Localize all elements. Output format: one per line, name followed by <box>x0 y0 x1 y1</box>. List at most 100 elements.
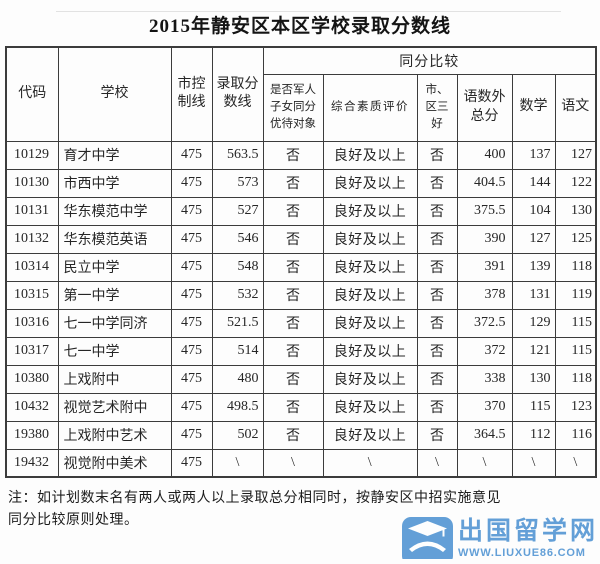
cell-city-control-line: 475 <box>170 140 213 170</box>
cell-chinese: 115 <box>554 308 597 338</box>
cell-sanhao: 否 <box>416 168 458 198</box>
cell-math: 112 <box>511 420 556 450</box>
cell-admission-line: 532 <box>211 280 264 310</box>
header-military-child: 是否军人子女同分优待对象 <box>262 73 324 142</box>
cell-admission-line: 498.5 <box>211 392 264 422</box>
cell-military-child: 否 <box>262 364 324 394</box>
cell-city-control-line: 475 <box>170 364 213 394</box>
cell-school: 华东模范英语 <box>57 224 172 254</box>
cell-code: 10129 <box>5 140 59 170</box>
cell-total-score: 391 <box>456 252 513 282</box>
cell-quality-eval: 良好及以上 <box>322 280 418 310</box>
cell-chinese: \ <box>554 448 597 478</box>
cell-chinese: 115 <box>554 336 597 366</box>
cell-military-child: 否 <box>262 280 324 310</box>
cell-total-score: 364.5 <box>456 420 513 450</box>
cell-city-control-line: 475 <box>170 308 213 338</box>
table-row: 10432 视觉艺术附中 475 498.5 否 良好及以上 否 370 115… <box>5 392 597 422</box>
cell-code: 19432 <box>5 448 59 478</box>
score-table: 代码 学校 市控制线 录取分数线 同分比较 是否军人子女同分优待对象 综合素质评… <box>5 46 598 478</box>
cell-city-control-line: 475 <box>170 336 213 366</box>
header-city-district-sanhao: 市、区三好 <box>416 73 458 142</box>
watermark-text: 出国留学网 WWW.LIUXUE86.COM <box>458 519 598 560</box>
cell-sanhao: 否 <box>416 420 458 450</box>
cell-quality-eval: 良好及以上 <box>322 392 418 422</box>
cell-sanhao: 否 <box>416 308 458 338</box>
cell-total-score: 404.5 <box>456 168 513 198</box>
cell-code: 10380 <box>5 364 59 394</box>
cell-total-score: 370 <box>456 392 513 422</box>
cell-school: 七一中学同济 <box>57 308 172 338</box>
cell-military-child: \ <box>262 448 324 478</box>
header-total-score: 语数外总分 <box>456 73 513 142</box>
cell-quality-eval: 良好及以上 <box>322 224 418 254</box>
cell-military-child: 否 <box>262 420 324 450</box>
cell-math: 139 <box>511 252 556 282</box>
cell-admission-line: 502 <box>211 420 264 450</box>
cell-military-child: 否 <box>262 140 324 170</box>
cell-sanhao: 否 <box>416 196 458 226</box>
cell-chinese: 116 <box>554 420 597 450</box>
cell-code: 10314 <box>5 252 59 282</box>
cell-math: 144 <box>511 168 556 198</box>
cell-quality-eval: \ <box>322 448 418 478</box>
cell-military-child: 否 <box>262 224 324 254</box>
cell-admission-line: \ <box>211 448 264 478</box>
cell-code: 10317 <box>5 336 59 366</box>
cell-total-score: 372.5 <box>456 308 513 338</box>
watermark: 出国留学网 WWW.LIUXUE86.COM <box>401 517 598 564</box>
page-title: 2015年静安区本区学校录取分数线 <box>148 16 451 37</box>
cell-school: 民立中学 <box>57 252 172 282</box>
cell-military-child: 否 <box>262 196 324 226</box>
cell-math: 121 <box>511 336 556 366</box>
header-math: 数学 <box>511 73 556 142</box>
cell-city-control-line: 475 <box>170 448 213 478</box>
cell-admission-line: 527 <box>211 196 264 226</box>
table-row: 10130 市西中学 475 573 否 良好及以上 否 404.5 144 1… <box>5 168 597 198</box>
cell-school: 视觉附中美术 <box>57 448 172 478</box>
table-row: 10317 七一中学 475 514 否 良好及以上 否 372 121 115 <box>5 336 597 366</box>
header-admission-line: 录取分数线 <box>211 46 264 142</box>
cell-military-child: 否 <box>262 392 324 422</box>
cell-admission-line: 573 <box>211 168 264 198</box>
cell-city-control-line: 475 <box>170 280 213 310</box>
cell-total-score: 375.5 <box>456 196 513 226</box>
cell-code: 10315 <box>5 280 59 310</box>
cell-math: 130 <box>511 364 556 394</box>
cell-school: 上戏附中艺术 <box>57 420 172 450</box>
header-chinese: 语文 <box>554 73 597 142</box>
cell-total-score: 372 <box>456 336 513 366</box>
header-code: 代码 <box>5 46 59 142</box>
cell-school: 视觉艺术附中 <box>57 392 172 422</box>
cell-math: 129 <box>511 308 556 338</box>
cell-quality-eval: 良好及以上 <box>322 140 418 170</box>
cell-chinese: 123 <box>554 392 597 422</box>
cell-school: 七一中学 <box>57 336 172 366</box>
cell-chinese: 118 <box>554 252 597 282</box>
cell-quality-eval: 良好及以上 <box>322 336 418 366</box>
cell-admission-line: 548 <box>211 252 264 282</box>
table-row: 10316 七一中学同济 475 521.5 否 良好及以上 否 372.5 1… <box>5 308 597 338</box>
cell-chinese: 119 <box>554 280 597 310</box>
cell-admission-line: 514 <box>211 336 264 366</box>
graduation-cap-logo-icon <box>401 517 453 564</box>
cell-admission-line: 480 <box>211 364 264 394</box>
cell-city-control-line: 475 <box>170 420 213 450</box>
cell-math: 127 <box>511 224 556 254</box>
cell-sanhao: 否 <box>416 392 458 422</box>
cell-math: 115 <box>511 392 556 422</box>
cell-chinese: 130 <box>554 196 597 226</box>
cell-school: 第一中学 <box>57 280 172 310</box>
table-row: 10314 民立中学 475 548 否 良好及以上 否 391 139 118 <box>5 252 597 282</box>
table-row: 19380 上戏附中艺术 475 502 否 良好及以上 否 364.5 112… <box>5 420 597 450</box>
cell-chinese: 118 <box>554 364 597 394</box>
cell-sanhao: 否 <box>416 224 458 254</box>
header-quality-eval: 综合素质评价 <box>322 73 418 142</box>
table-row: 10315 第一中学 475 532 否 良好及以上 否 378 131 119 <box>5 280 597 310</box>
cell-code: 10316 <box>5 308 59 338</box>
table-row: 10131 华东模范中学 475 527 否 良好及以上 否 375.5 104… <box>5 196 597 226</box>
cell-city-control-line: 475 <box>170 168 213 198</box>
header-city-control-line: 市控制线 <box>170 46 213 142</box>
cell-military-child: 否 <box>262 252 324 282</box>
cell-math: 131 <box>511 280 556 310</box>
